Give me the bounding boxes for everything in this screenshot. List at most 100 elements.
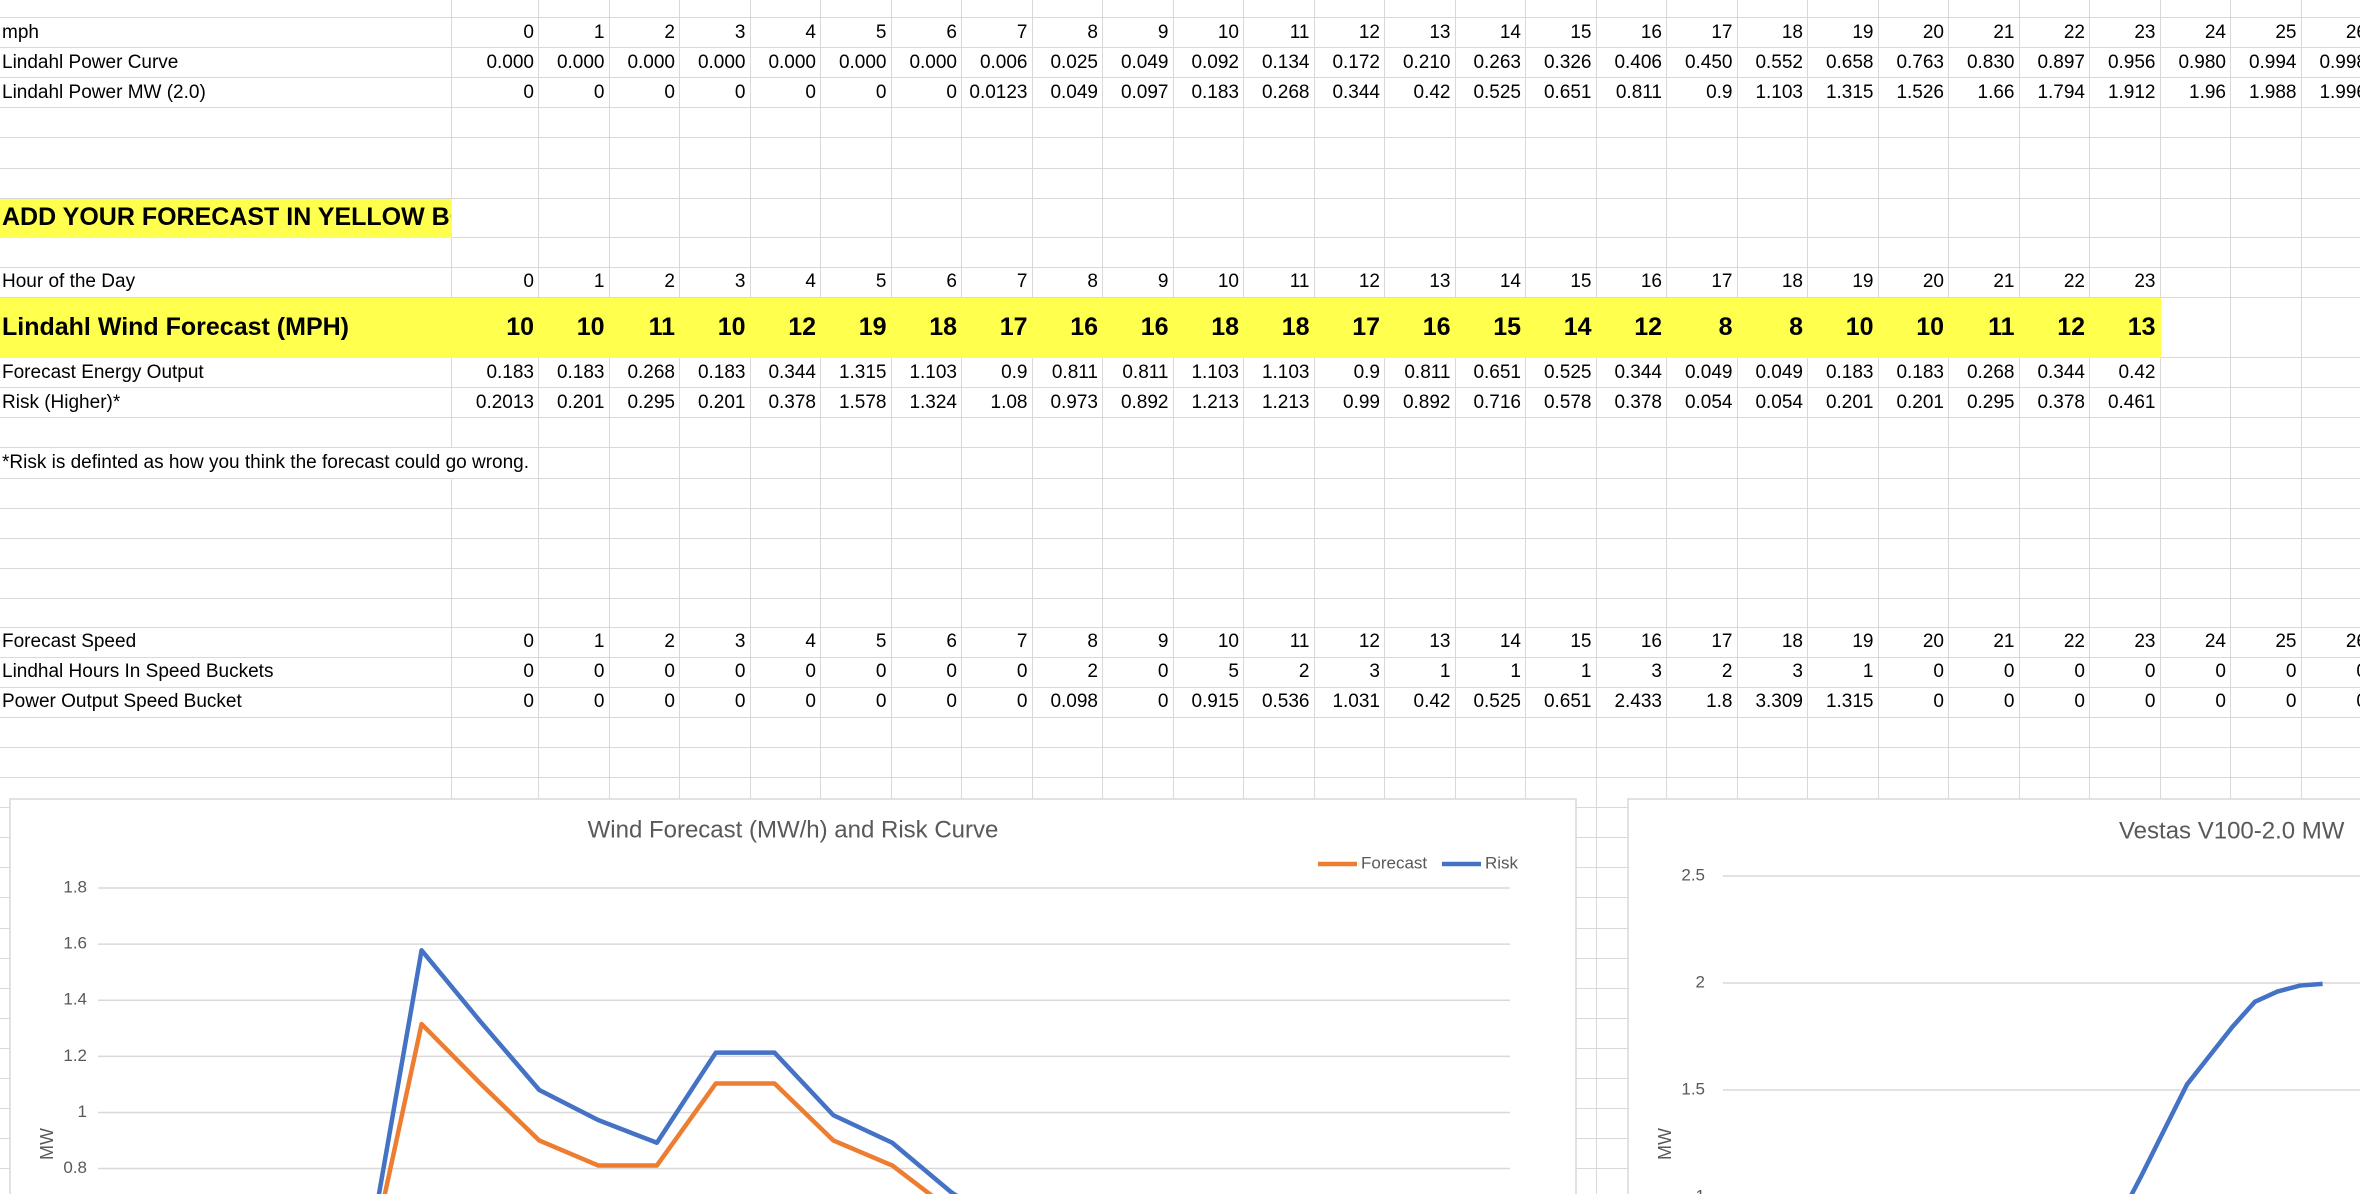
cell[interactable]: 12 <box>750 297 821 359</box>
cell[interactable]: 0.006 <box>962 48 1033 79</box>
cell[interactable] <box>2160 237 2231 268</box>
cell[interactable]: 0 <box>609 657 680 688</box>
cell[interactable] <box>1314 237 1385 268</box>
cell[interactable] <box>680 448 751 479</box>
cell[interactable] <box>2301 569 2360 599</box>
cell[interactable]: 23 <box>2090 627 2161 658</box>
cell[interactable]: 0 <box>821 78 892 109</box>
cell[interactable] <box>2231 508 2302 539</box>
cell[interactable]: 1.315 <box>1808 78 1879 109</box>
cell[interactable]: 0.000 <box>891 48 962 79</box>
cell[interactable] <box>1596 138 1667 169</box>
cell[interactable]: 19 <box>821 297 892 359</box>
cell[interactable] <box>1526 448 1597 479</box>
cell[interactable] <box>609 538 680 569</box>
cell[interactable] <box>1949 237 2020 268</box>
cell[interactable] <box>1667 108 1738 139</box>
cell[interactable] <box>1385 0 1456 19</box>
cell[interactable]: 12 <box>1314 18 1385 49</box>
row-label[interactable]: *Risk is definted as how you think the f… <box>0 448 530 479</box>
cell[interactable] <box>2160 418 2231 449</box>
cell[interactable] <box>1173 448 1244 479</box>
cell[interactable] <box>2160 0 2231 19</box>
cell[interactable] <box>2019 237 2090 268</box>
cell[interactable]: 0.811 <box>1385 358 1456 389</box>
cell[interactable]: 10 <box>452 297 539 359</box>
cell[interactable] <box>891 198 962 238</box>
cell[interactable] <box>609 108 680 139</box>
row-label[interactable]: Forecast Energy Output <box>0 358 452 389</box>
cell[interactable] <box>1244 138 1315 169</box>
cell[interactable]: 0.344 <box>2019 358 2090 389</box>
cell[interactable] <box>1455 198 1526 238</box>
cell[interactable]: 6 <box>891 18 962 49</box>
cell[interactable]: 17 <box>1667 18 1738 49</box>
cell[interactable] <box>2160 267 2231 298</box>
cell[interactable] <box>609 568 680 599</box>
cell[interactable] <box>1878 747 1949 779</box>
cell[interactable] <box>1667 568 1738 599</box>
cell[interactable] <box>1808 0 1879 19</box>
cell[interactable]: 5 <box>1173 657 1244 688</box>
cell[interactable] <box>1385 138 1456 169</box>
cell[interactable] <box>821 598 892 628</box>
row-label[interactable]: Forecast Speed <box>0 627 452 658</box>
cell[interactable] <box>2301 298 2360 359</box>
cell[interactable]: 0 <box>2019 657 2090 688</box>
cell[interactable]: 0.658 <box>1808 48 1879 79</box>
cell[interactable] <box>539 717 610 748</box>
cell[interactable] <box>2090 418 2161 449</box>
cell[interactable] <box>1244 747 1315 779</box>
cell[interactable]: 0 <box>1103 687 1174 718</box>
cell[interactable]: 0.000 <box>750 48 821 79</box>
row-label[interactable]: mph <box>0 18 452 49</box>
cell[interactable] <box>609 598 680 628</box>
cell[interactable] <box>2019 538 2090 569</box>
cell[interactable] <box>2231 168 2302 199</box>
cell[interactable]: 0 <box>609 78 680 109</box>
cell[interactable] <box>539 237 610 268</box>
cell[interactable] <box>539 568 610 599</box>
cell[interactable] <box>1808 198 1879 238</box>
row-label[interactable]: ADD YOUR FORECAST IN YELLOW BOX <box>0 198 452 238</box>
cell[interactable]: 0 <box>2160 687 2231 718</box>
cell[interactable]: 10 <box>680 297 751 359</box>
cell[interactable] <box>1314 478 1385 509</box>
cell[interactable]: 0 <box>821 657 892 688</box>
cell[interactable] <box>1878 418 1949 449</box>
cell[interactable] <box>2160 138 2231 169</box>
cell[interactable] <box>1314 598 1385 628</box>
cell[interactable] <box>1878 538 1949 569</box>
cell[interactable] <box>1314 568 1385 599</box>
cell[interactable] <box>1667 0 1738 19</box>
cell[interactable] <box>680 747 751 779</box>
cell[interactable] <box>2301 509 2360 539</box>
cell[interactable] <box>2231 108 2302 139</box>
cell[interactable] <box>2090 108 2161 139</box>
cell[interactable]: 0.183 <box>452 358 539 389</box>
cell[interactable]: 0 <box>539 687 610 718</box>
cell[interactable] <box>609 168 680 199</box>
cell[interactable] <box>609 448 680 479</box>
cell[interactable] <box>1667 538 1738 569</box>
cell[interactable]: 4 <box>750 267 821 298</box>
cell[interactable]: 0.000 <box>609 48 680 79</box>
cell[interactable] <box>1244 508 1315 539</box>
cell[interactable]: 9 <box>1103 18 1174 49</box>
cell[interactable] <box>962 598 1033 628</box>
cell[interactable] <box>452 747 539 779</box>
cell[interactable] <box>1526 717 1597 748</box>
cell[interactable]: 18 <box>1737 267 1808 298</box>
cell[interactable] <box>962 237 1033 268</box>
cell[interactable] <box>1455 538 1526 569</box>
cell[interactable] <box>750 508 821 539</box>
cell[interactable] <box>1173 138 1244 169</box>
cell[interactable]: 21 <box>1949 267 2020 298</box>
cell[interactable]: 14 <box>1526 297 1597 359</box>
cell[interactable]: 18 <box>1737 18 1808 49</box>
cell[interactable] <box>2231 198 2302 238</box>
cell[interactable] <box>680 598 751 628</box>
cell[interactable]: 12 <box>1596 297 1667 359</box>
cell[interactable] <box>539 138 610 169</box>
cell[interactable] <box>891 237 962 268</box>
